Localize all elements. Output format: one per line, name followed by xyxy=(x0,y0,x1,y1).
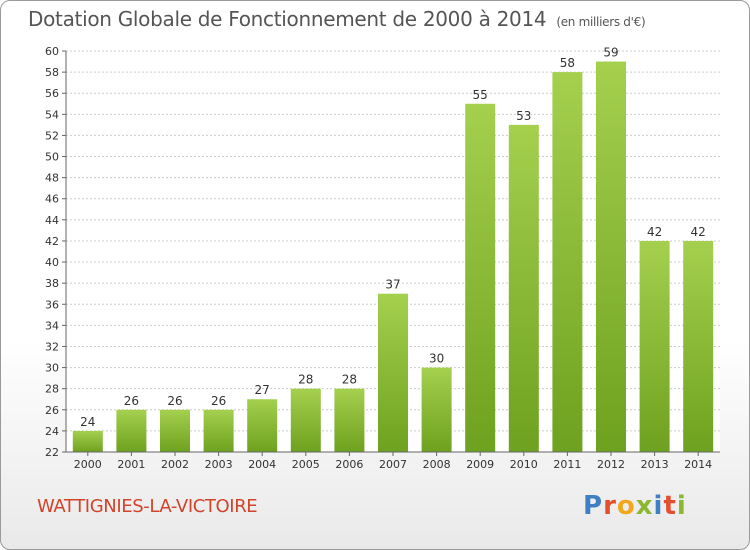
data-label: 42 xyxy=(647,225,662,239)
y-tick-label: 32 xyxy=(45,340,59,353)
y-tick-label: 48 xyxy=(45,172,59,185)
bar-2010 xyxy=(508,124,539,453)
x-tick-label: 2001 xyxy=(117,458,145,471)
logo-letter: x xyxy=(635,491,654,521)
bar-2004 xyxy=(247,399,278,452)
logo-letter: r xyxy=(603,491,617,521)
y-tick-label: 38 xyxy=(45,277,59,290)
bar-2007 xyxy=(378,293,408,452)
y-tick-label: 56 xyxy=(45,87,59,100)
data-label: 53 xyxy=(516,109,531,123)
bar-2000 xyxy=(72,430,103,452)
bar-2013 xyxy=(639,240,670,452)
data-label: 26 xyxy=(124,394,139,408)
y-tick-label: 24 xyxy=(45,425,59,438)
bar-2012 xyxy=(596,61,626,452)
y-tick-label: 54 xyxy=(45,108,59,121)
data-label: 27 xyxy=(255,383,270,397)
x-tick-label: 2004 xyxy=(248,458,276,471)
data-label: 26 xyxy=(211,394,226,408)
y-tick-label: 46 xyxy=(45,193,59,206)
bar-2008 xyxy=(421,367,452,452)
logo-letter: o xyxy=(616,491,636,521)
chart-title-text: Dotation Globale de Fonctionnement de 20… xyxy=(28,7,547,31)
x-tick-label: 2009 xyxy=(466,458,494,471)
logo-letter: t xyxy=(663,491,677,521)
data-label: 28 xyxy=(342,373,357,387)
y-tick-label: 58 xyxy=(45,66,59,79)
bar-2002 xyxy=(160,409,190,452)
x-tick-label: 2011 xyxy=(553,458,581,471)
x-tick-label: 2007 xyxy=(379,458,407,471)
logo-letter: i xyxy=(676,491,687,521)
y-tick-label: 40 xyxy=(45,256,59,269)
y-tick-label: 52 xyxy=(45,129,59,142)
chart-title: Dotation Globale de Fonctionnement de 20… xyxy=(28,7,646,31)
x-tick-label: 2012 xyxy=(597,458,625,471)
x-tick-label: 2002 xyxy=(161,458,189,471)
y-tick-label: 28 xyxy=(45,383,59,396)
data-label: 58 xyxy=(560,56,575,70)
y-tick-label: 34 xyxy=(45,319,59,332)
data-label: 59 xyxy=(603,46,618,60)
data-label: 42 xyxy=(691,225,706,239)
logo-letter: i xyxy=(653,491,664,521)
logo-letter: P xyxy=(583,491,604,521)
y-tick-label: 30 xyxy=(45,362,59,375)
bar-2006 xyxy=(334,388,365,452)
data-label: 30 xyxy=(429,352,444,366)
bar-2014 xyxy=(683,240,714,452)
bar-2001 xyxy=(116,409,147,452)
x-tick-label: 2010 xyxy=(510,458,538,471)
commune-name: WATTIGNIES-LA-VICTOIRE xyxy=(37,496,258,517)
bar-2003 xyxy=(203,409,234,452)
y-tick-label: 44 xyxy=(45,214,59,227)
y-tick-label: 22 xyxy=(45,446,59,459)
x-tick-label: 2014 xyxy=(684,458,712,471)
y-tick-label: 50 xyxy=(45,151,59,164)
chart-unit: (en milliers d'€) xyxy=(556,15,646,29)
data-label: 24 xyxy=(80,415,95,429)
x-tick-label: 2000 xyxy=(74,458,102,471)
bar-2009 xyxy=(465,103,496,453)
x-tick-label: 2005 xyxy=(292,458,320,471)
y-tick-label: 36 xyxy=(45,298,59,311)
data-label: 26 xyxy=(167,394,182,408)
x-tick-label: 2008 xyxy=(423,458,451,471)
proxiti-logo[interactable]: Proxiti xyxy=(583,491,687,521)
bar-2005 xyxy=(290,388,321,452)
x-tick-label: 2013 xyxy=(641,458,669,471)
x-tick-label: 2006 xyxy=(335,458,363,471)
bar-2011 xyxy=(552,72,583,453)
y-tick-label: 60 xyxy=(45,45,59,58)
data-label: 37 xyxy=(385,278,400,292)
data-label: 55 xyxy=(473,88,488,102)
y-tick-label: 26 xyxy=(45,404,59,417)
x-tick-label: 2003 xyxy=(205,458,233,471)
y-tick-label: 42 xyxy=(45,235,59,248)
data-label: 28 xyxy=(298,373,313,387)
